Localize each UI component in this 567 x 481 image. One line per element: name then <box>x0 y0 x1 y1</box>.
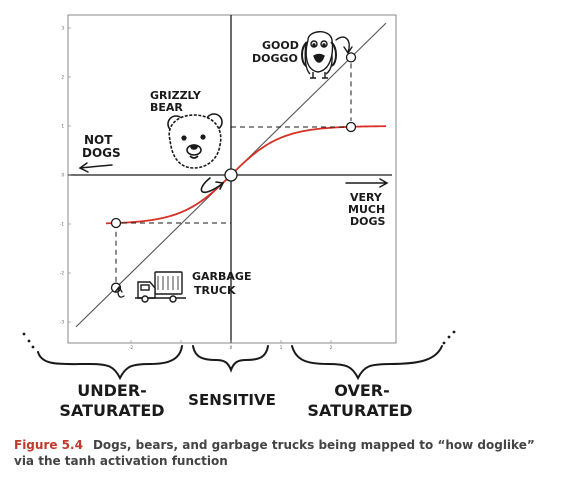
x-tick-label: 1 <box>280 345 283 350</box>
figure-label: Figure 5.4 <box>14 438 83 452</box>
y-tick-label: 1 <box>61 124 64 129</box>
over-brace <box>291 345 443 381</box>
under-saturated-label: UNDER-SATURATED <box>59 381 164 420</box>
y-tick-label: 3 <box>61 26 64 31</box>
sensitive-label: SENSITIVE <box>188 391 276 409</box>
garbage-truck-label: GARBAGE TRUCK <box>192 270 251 297</box>
y-tick-label: -3 <box>60 320 64 325</box>
truck-arrow <box>114 285 125 298</box>
data-point <box>345 121 357 133</box>
data-point <box>110 217 122 229</box>
garbage-truck-drawing <box>135 271 186 303</box>
sensitive-brace <box>192 345 269 373</box>
good-doggo-label: GOOD DOGGO <box>252 39 299 65</box>
not-dogs-label: NOT DOGS <box>82 133 121 160</box>
grizzly-bear-drawing <box>167 113 223 169</box>
grizzly-bear-label: GRIZZLY BEAR <box>150 89 202 114</box>
figure-caption: Figure 5.4 Dogs, bears, and garbage truck… <box>14 437 554 469</box>
y-tick-label: 2 <box>61 75 64 80</box>
brace-dots <box>22 330 456 349</box>
y-tick-label: -2 <box>60 271 64 276</box>
connectors <box>115 63 352 282</box>
region-braces <box>37 345 443 381</box>
grizzly-arrow <box>200 177 225 194</box>
very-much-dogs-label: VERY MUCH DOGS <box>348 191 386 228</box>
not-dogs-arrow <box>78 162 113 173</box>
very-much-dogs-arrow <box>345 178 389 188</box>
x-tick-label: 2 <box>330 345 333 350</box>
figure-caption-text: Dogs, bears, and garbage trucks being ma… <box>14 438 535 468</box>
y-tick-label: 0 <box>61 173 64 178</box>
data-point <box>224 168 238 182</box>
x-tick-label: -2 <box>129 345 133 350</box>
doggo-arrow <box>335 36 353 55</box>
points <box>110 52 357 293</box>
plot-frame <box>67 14 397 344</box>
over-saturated-label: OVER-SATURATED <box>307 381 412 420</box>
x-tick-label: 0 <box>230 345 233 350</box>
data-point <box>345 52 357 63</box>
dog-drawing <box>301 31 337 79</box>
under-brace <box>37 345 183 381</box>
y-tick-label: -1 <box>60 222 64 227</box>
